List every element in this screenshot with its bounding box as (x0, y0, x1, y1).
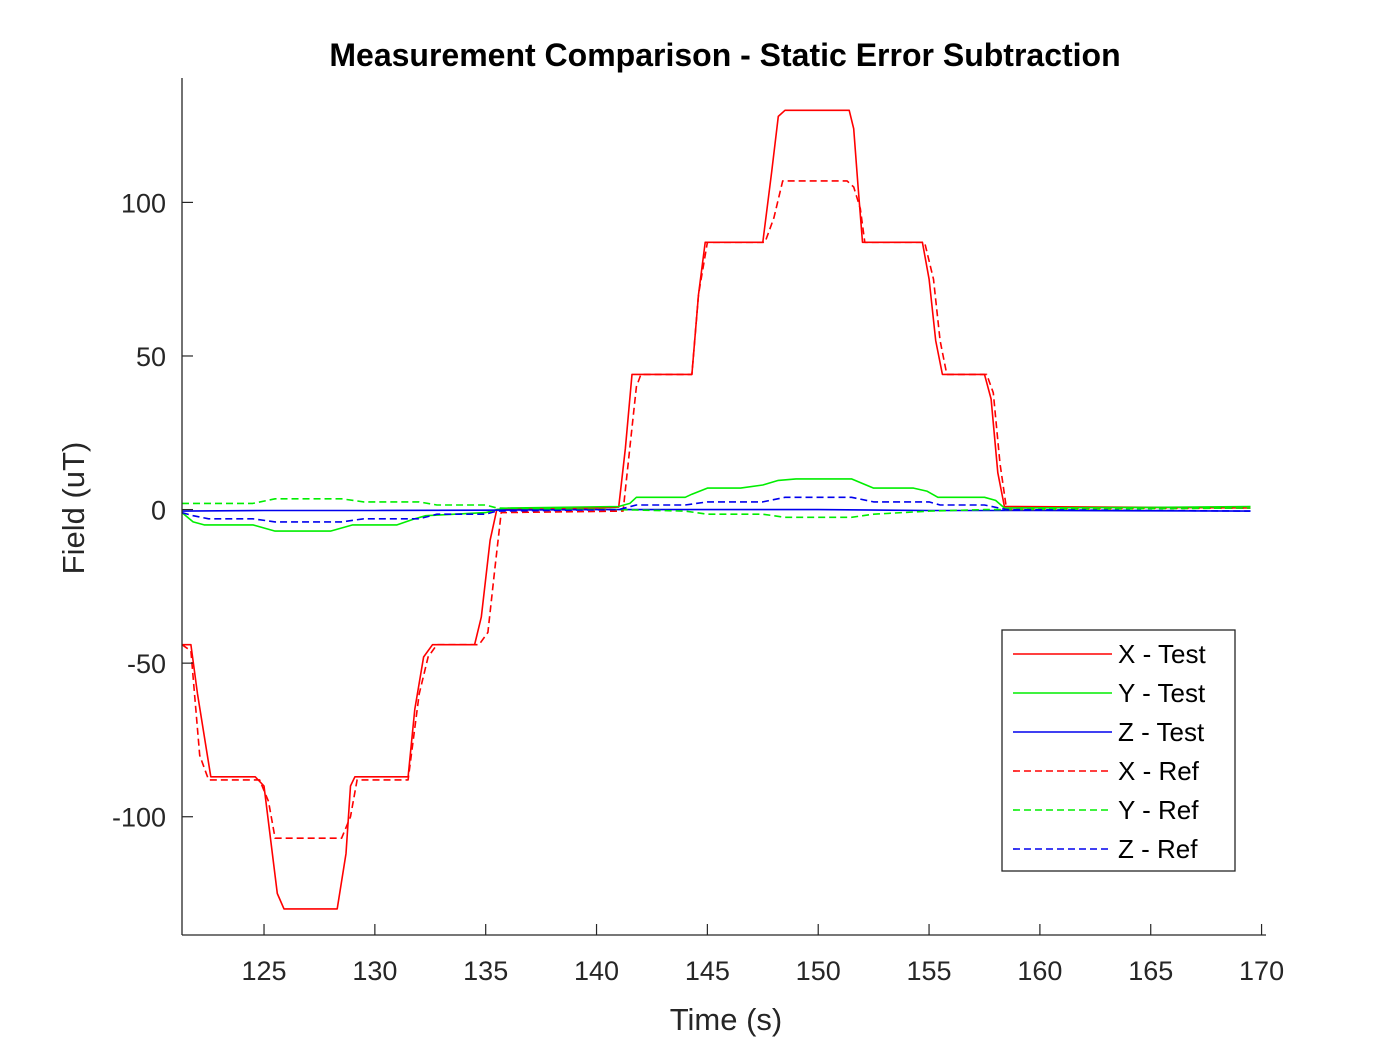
series-line-z-ref (181, 496, 1251, 523)
y-axis-label: Field (uT) (56, 442, 91, 575)
y-tick-label: -100 (112, 803, 166, 833)
series-line-x-ref (181, 180, 1251, 840)
x-tick-label: 145 (685, 956, 730, 986)
chart-title: Measurement Comparison - Static Error Su… (329, 37, 1120, 73)
legend-label: X - Test (1118, 639, 1206, 669)
legend-label: Y - Ref (1118, 795, 1199, 825)
legend: X - Test Y - Test Z - Test X - Ref Y - Ref Z … (1001, 629, 1236, 872)
legend-box (1001, 629, 1236, 872)
x-tick-label: 155 (907, 956, 952, 986)
x-axis-label: Time (s) (670, 1002, 783, 1037)
x-tick-label: 125 (241, 956, 286, 986)
series-line-z-test (181, 508, 1251, 512)
x-tick-label: 140 (574, 956, 619, 986)
y-tick-label: 50 (136, 342, 166, 372)
series-layer (181, 109, 1251, 910)
series-line-x-test (182, 109, 1251, 910)
series-line-y-ref (182, 497, 1251, 519)
x-tick-label: 135 (463, 956, 508, 986)
series-line-y-test (181, 478, 1251, 532)
y-tick-label: 0 (151, 496, 166, 526)
x-tick-label: 130 (352, 956, 397, 986)
legend-label: Z - Ref (1118, 834, 1198, 864)
legend-label: Z - Test (1118, 717, 1205, 747)
y-tick-label: -50 (127, 649, 166, 679)
x-tick-label: 165 (1128, 956, 1173, 986)
y-tick-label: 100 (121, 188, 166, 218)
legend-label: Y - Test (1118, 678, 1206, 708)
x-tick-label: 160 (1017, 956, 1062, 986)
x-tick-label: 150 (796, 956, 841, 986)
legend-label: X - Ref (1118, 756, 1200, 786)
x-tick-label: 170 (1239, 956, 1284, 986)
axes-layer: 125 130 135 140 145 150 155 160 165 170 -100 -50 0 50… (112, 78, 1284, 986)
